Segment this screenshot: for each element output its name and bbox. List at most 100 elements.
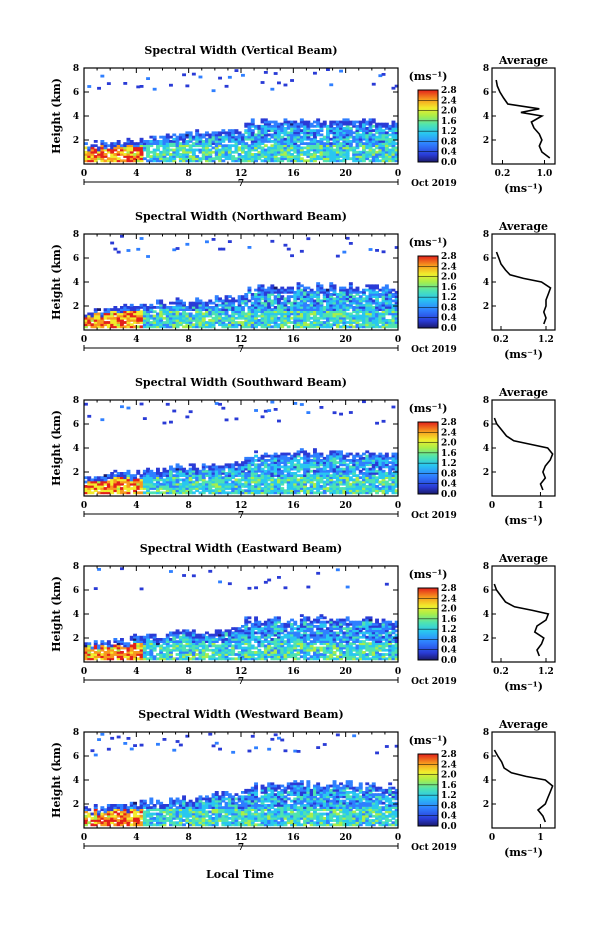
heatmap-cell [267, 578, 272, 582]
heatmap-cell [231, 299, 236, 303]
heatmap-cell [329, 286, 334, 290]
heatmap-cell [221, 321, 226, 324]
heatmap-cell [378, 159, 383, 163]
heatmap-cell [169, 159, 173, 163]
heatmap-cell [205, 321, 209, 324]
heatmap-cell [306, 133, 311, 137]
heatmap-cell [205, 640, 209, 643]
heatmap-cell [250, 485, 255, 488]
heatmap-cell [309, 303, 314, 307]
heatmap-cell [316, 299, 321, 303]
heatmap-cell [355, 153, 360, 156]
heatmap-cell [371, 485, 376, 488]
heatmap-cell [260, 622, 265, 626]
heatmap-cell [313, 319, 317, 322]
heatmap-cell [355, 133, 360, 137]
avg-y-tick-label: 2 [483, 136, 489, 146]
heatmap-cell [133, 325, 137, 329]
heatmap-cell [368, 485, 373, 488]
heatmap-cell [313, 450, 317, 454]
heatmap-cell [162, 657, 167, 661]
heatmap-cell [224, 323, 229, 327]
heatmap-cell [319, 491, 324, 495]
heatmap-cell [352, 153, 357, 156]
heatmap-cell [221, 480, 226, 484]
heatmap-cell [129, 323, 134, 327]
heatmap-cell [342, 301, 347, 305]
heatmap-cell [306, 293, 311, 296]
heatmap-cell [87, 487, 92, 490]
heatmap-cell [309, 148, 314, 152]
heatmap-cell [126, 657, 131, 661]
heatmap-cell [277, 459, 281, 462]
heatmap-cell [358, 157, 363, 161]
heatmap-cell [326, 482, 330, 486]
heatmap-cell [263, 409, 268, 413]
heatmap-cell [244, 312, 249, 316]
heatmap-cell [388, 299, 393, 303]
heatmap-cell [283, 288, 288, 292]
heatmap-cell [165, 312, 170, 316]
heatmap-cell [142, 325, 147, 329]
x-tick-label: 0 [395, 335, 401, 345]
heatmap-cell [326, 299, 330, 303]
heatmap-cell [97, 485, 101, 488]
heatmap-cell [365, 472, 370, 475]
heatmap-cell [198, 75, 203, 79]
heatmap-cell [237, 480, 242, 484]
heatmap-cell [149, 644, 154, 648]
heatmap-cell [156, 148, 160, 152]
heatmap-cell [195, 310, 200, 314]
heatmap-cell [221, 635, 226, 639]
heatmap-cell [306, 491, 311, 495]
heatmap-cell [214, 153, 219, 156]
heatmap-cell [224, 155, 229, 158]
heatmap-cell [267, 303, 272, 307]
heatmap-cell [319, 325, 324, 329]
heatmap-cell [227, 314, 232, 318]
heatmap-cell [142, 142, 147, 145]
heatmap-cell [159, 321, 164, 324]
heatmap-cell [139, 140, 144, 143]
heatmap-cell [188, 312, 193, 316]
heatmap-cell [244, 465, 249, 469]
heatmap-cell [329, 293, 334, 296]
heatmap-cell [270, 144, 275, 148]
heatmap-cell [208, 299, 213, 303]
heatmap-cell [165, 310, 170, 314]
heatmap-cell [358, 159, 363, 163]
x-tick-label: 20 [339, 169, 352, 179]
heatmap-cell [165, 323, 170, 327]
heatmap-cell [152, 319, 157, 322]
heatmap-cell [316, 308, 321, 311]
heatmap-cell [257, 469, 262, 473]
heatmap-cell [208, 140, 213, 143]
heatmap-cell [106, 148, 111, 152]
heatmap-cell [286, 485, 291, 488]
heatmap-cell [106, 316, 111, 320]
heatmap-cell [362, 491, 366, 495]
heatmap-cell [384, 150, 389, 154]
heatmap-cell [142, 640, 147, 643]
heatmap-cell [221, 653, 226, 656]
heatmap-cell [391, 150, 396, 154]
heatmap-cell [329, 295, 334, 298]
heatmap-cell [191, 640, 196, 643]
heatmap-cell [329, 120, 334, 124]
heatmap-cell [241, 150, 245, 154]
heatmap-cell [178, 303, 183, 307]
heatmap-cell [329, 308, 334, 311]
heatmap-cell [273, 463, 278, 467]
heatmap-cell [280, 487, 285, 490]
heatmap-cell [296, 295, 301, 298]
heatmap-cell [247, 627, 252, 630]
heatmap-cell [113, 646, 118, 650]
heatmap-cell [293, 135, 298, 139]
heatmap-cell [286, 140, 291, 143]
heatmap-cell [368, 135, 373, 139]
heatmap-cell [142, 323, 147, 327]
heatmap-cell [254, 135, 258, 139]
heatmap-cell [283, 625, 288, 628]
heatmap-cell [384, 491, 389, 495]
colorbar-unit: (ms⁻¹) [409, 402, 448, 415]
